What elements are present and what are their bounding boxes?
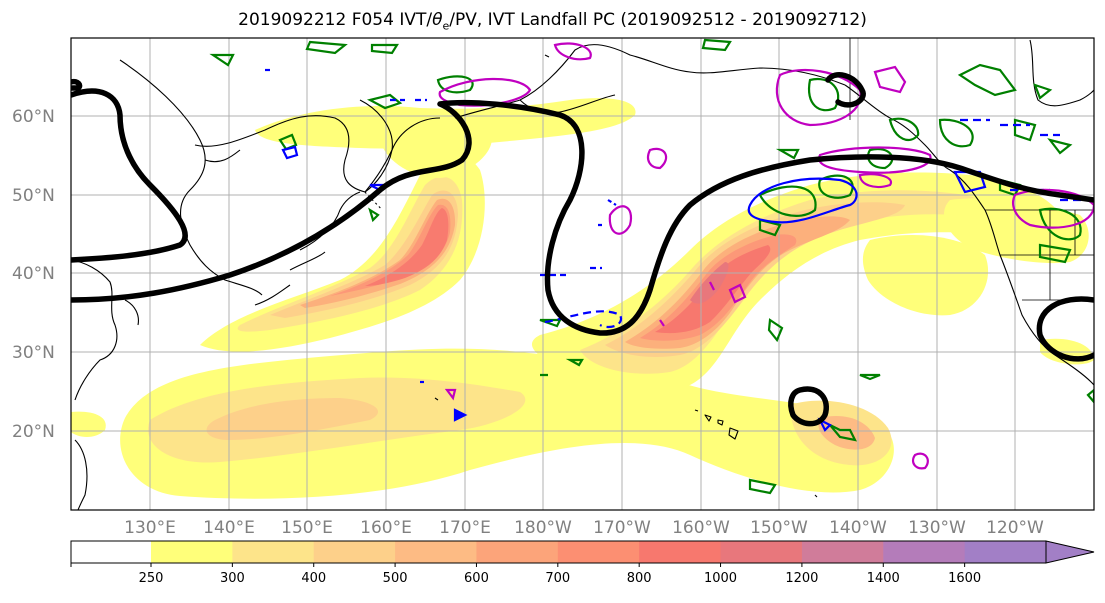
- theta-e-contour: [71, 72, 1094, 427]
- colorbar-cell-below: [71, 541, 151, 563]
- lon-label: 170°W: [593, 518, 651, 538]
- colorbar-tick-label: 1000: [704, 571, 737, 586]
- colorbar-extend-arrow: [1046, 541, 1094, 563]
- colorbar-tick-label: 400: [301, 571, 326, 586]
- lon-label: 160°E: [360, 518, 412, 538]
- colorbar-cell: [395, 541, 477, 563]
- lat-label: 30°N: [12, 343, 55, 363]
- colorbar-tick-label: 250: [139, 571, 164, 586]
- lon-label: 180°W: [514, 518, 572, 538]
- lon-label: 120°W: [986, 518, 1044, 538]
- colorbar-cell: [801, 541, 884, 563]
- colorbar-cell: [720, 541, 803, 563]
- lat-label: 60°N: [12, 107, 55, 127]
- lon-label: 130°W: [908, 518, 966, 538]
- theta-symbol: θ: [432, 10, 443, 30]
- lon-label: 150°W: [750, 518, 808, 538]
- colorbar-cell: [476, 541, 559, 563]
- colorbar-tick-label: 300: [220, 571, 245, 586]
- lon-label: 160°W: [672, 518, 730, 538]
- colorbar-tick-label: 800: [627, 571, 652, 586]
- colorbar-cell: [883, 541, 966, 563]
- map-plot-area: [71, 38, 1094, 510]
- colorbar-tick-label: 500: [383, 571, 408, 586]
- longitude-labels: 130°E 140°E 150°E 160°E 170°E 180°W 170°…: [124, 518, 1044, 538]
- lat-label: 20°N: [12, 422, 55, 442]
- colorbar-tick-label: 1600: [948, 571, 981, 586]
- lon-label: 150°E: [281, 518, 333, 538]
- colorbar-cell: [313, 541, 396, 563]
- lon-label: 140°W: [829, 518, 887, 538]
- colorbar-tick-label: 1400: [867, 571, 900, 586]
- colorbar-cell: [639, 541, 722, 563]
- colorbar-tick-label: 600: [464, 571, 489, 586]
- colorbar-cell: [557, 541, 640, 563]
- lon-label: 130°E: [124, 518, 176, 538]
- colorbar-cell: [964, 541, 1047, 563]
- map-title: 2019092212 F054 IVT/θe/PV, IVT Landfall …: [238, 10, 867, 33]
- lon-label: 140°E: [203, 518, 255, 538]
- colorbar: 250 300 400 500 600 700 800 1000 1200 1400 1600: [70, 540, 1095, 586]
- colorbar-cell: [232, 541, 315, 563]
- lat-label: 40°N: [12, 264, 55, 284]
- map-frame: [70, 37, 1095, 511]
- colorbar-cell: [151, 541, 233, 563]
- lat-label: 50°N: [12, 186, 55, 206]
- colorbar-tick-label: 1200: [785, 571, 818, 586]
- lon-label: 170°E: [439, 518, 491, 538]
- latitude-labels: 60°N 50°N 40°N 30°N 20°N: [12, 107, 55, 442]
- ivt-filled-contours: [71, 98, 1094, 499]
- theta-subscript: e: [442, 19, 450, 33]
- colorbar-tick-label: 700: [545, 571, 570, 586]
- coastlines: [71, 38, 1094, 510]
